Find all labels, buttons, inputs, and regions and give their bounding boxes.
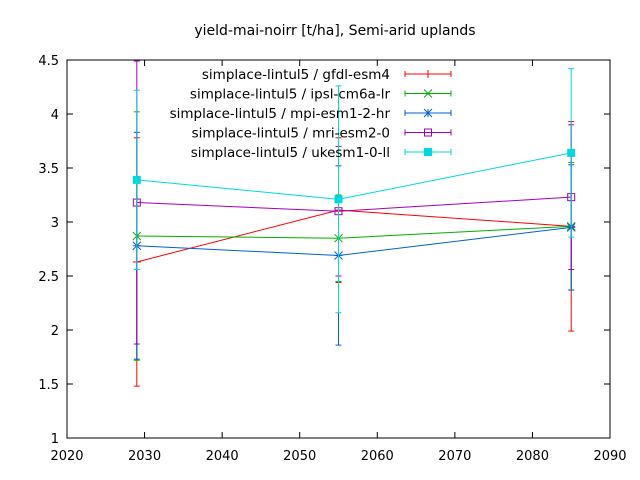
y-tick-label: 2 bbox=[51, 324, 59, 339]
y-tick-label: 1 bbox=[51, 432, 59, 447]
series-4 bbox=[132, 60, 576, 345]
x-tick-label: 2080 bbox=[516, 449, 549, 464]
legend-label: simplace-lintul5 / mpi-esm1-2-hr bbox=[170, 106, 391, 122]
x-tick-label: 2020 bbox=[50, 449, 83, 464]
legend-entry: simplace-lintul5 / mpi-esm1-2-hr bbox=[170, 106, 452, 122]
data-point bbox=[567, 148, 576, 157]
legend-label: simplace-lintul5 / gfdl-esm4 bbox=[202, 67, 390, 83]
legend: simplace-lintul5 / gfdl-esm4 simplace-lin… bbox=[170, 67, 452, 161]
series-line bbox=[136, 226, 572, 256]
legend-label: simplace-lintul5 / ukesm1-0-ll bbox=[191, 145, 390, 161]
x-tick-label: 2030 bbox=[128, 449, 161, 464]
series-line bbox=[136, 196, 572, 212]
data-point bbox=[423, 89, 433, 98]
x-tick-label: 2060 bbox=[361, 449, 394, 464]
data-point bbox=[132, 175, 141, 184]
legend-label: simplace-lintul5 / ipsl-cm6a-lr bbox=[190, 87, 391, 103]
plot-area bbox=[132, 60, 576, 387]
data-point bbox=[424, 128, 432, 137]
series-line bbox=[136, 209, 572, 263]
legend-entry: simplace-lintul5 / ipsl-cm6a-lr bbox=[190, 87, 452, 103]
legend-entry: simplace-lintul5 / ukesm1-0-ll bbox=[191, 145, 452, 161]
axes: 2020 2030 2040 2050 2060 2070 2080 2090 1 1.5 2 2.5… bbox=[38, 54, 626, 464]
legend-entry: simplace-lintul5 / mri-esm2-0 bbox=[192, 126, 452, 142]
y-tick-label: 3 bbox=[51, 216, 59, 231]
x-tick-label: 2040 bbox=[206, 449, 239, 464]
legend-entry: simplace-lintul5 / gfdl-esm4 bbox=[202, 67, 452, 83]
plot-frame bbox=[66, 59, 611, 439]
y-tick-label: 4 bbox=[51, 108, 59, 123]
x-tick-label: 2070 bbox=[438, 449, 471, 464]
y-tick-label: 2.5 bbox=[38, 270, 59, 285]
y-tick-label: 1.5 bbox=[38, 378, 59, 393]
y-tick-label: 3.5 bbox=[38, 162, 59, 177]
series-5 bbox=[132, 68, 576, 314]
data-point bbox=[424, 148, 432, 156]
data-point bbox=[424, 70, 432, 78]
data-point bbox=[423, 108, 433, 118]
x-tick-label: 2050 bbox=[283, 449, 316, 464]
series-line bbox=[136, 225, 572, 239]
legend-label: simplace-lintul5 / mri-esm2-0 bbox=[192, 126, 390, 142]
y-tick-label: 4.5 bbox=[38, 54, 59, 69]
x-tick-label: 2090 bbox=[593, 449, 626, 464]
chart-title: yield-mai-noirr [t/ha], Semi-arid upland… bbox=[194, 23, 475, 39]
data-point bbox=[334, 195, 343, 204]
